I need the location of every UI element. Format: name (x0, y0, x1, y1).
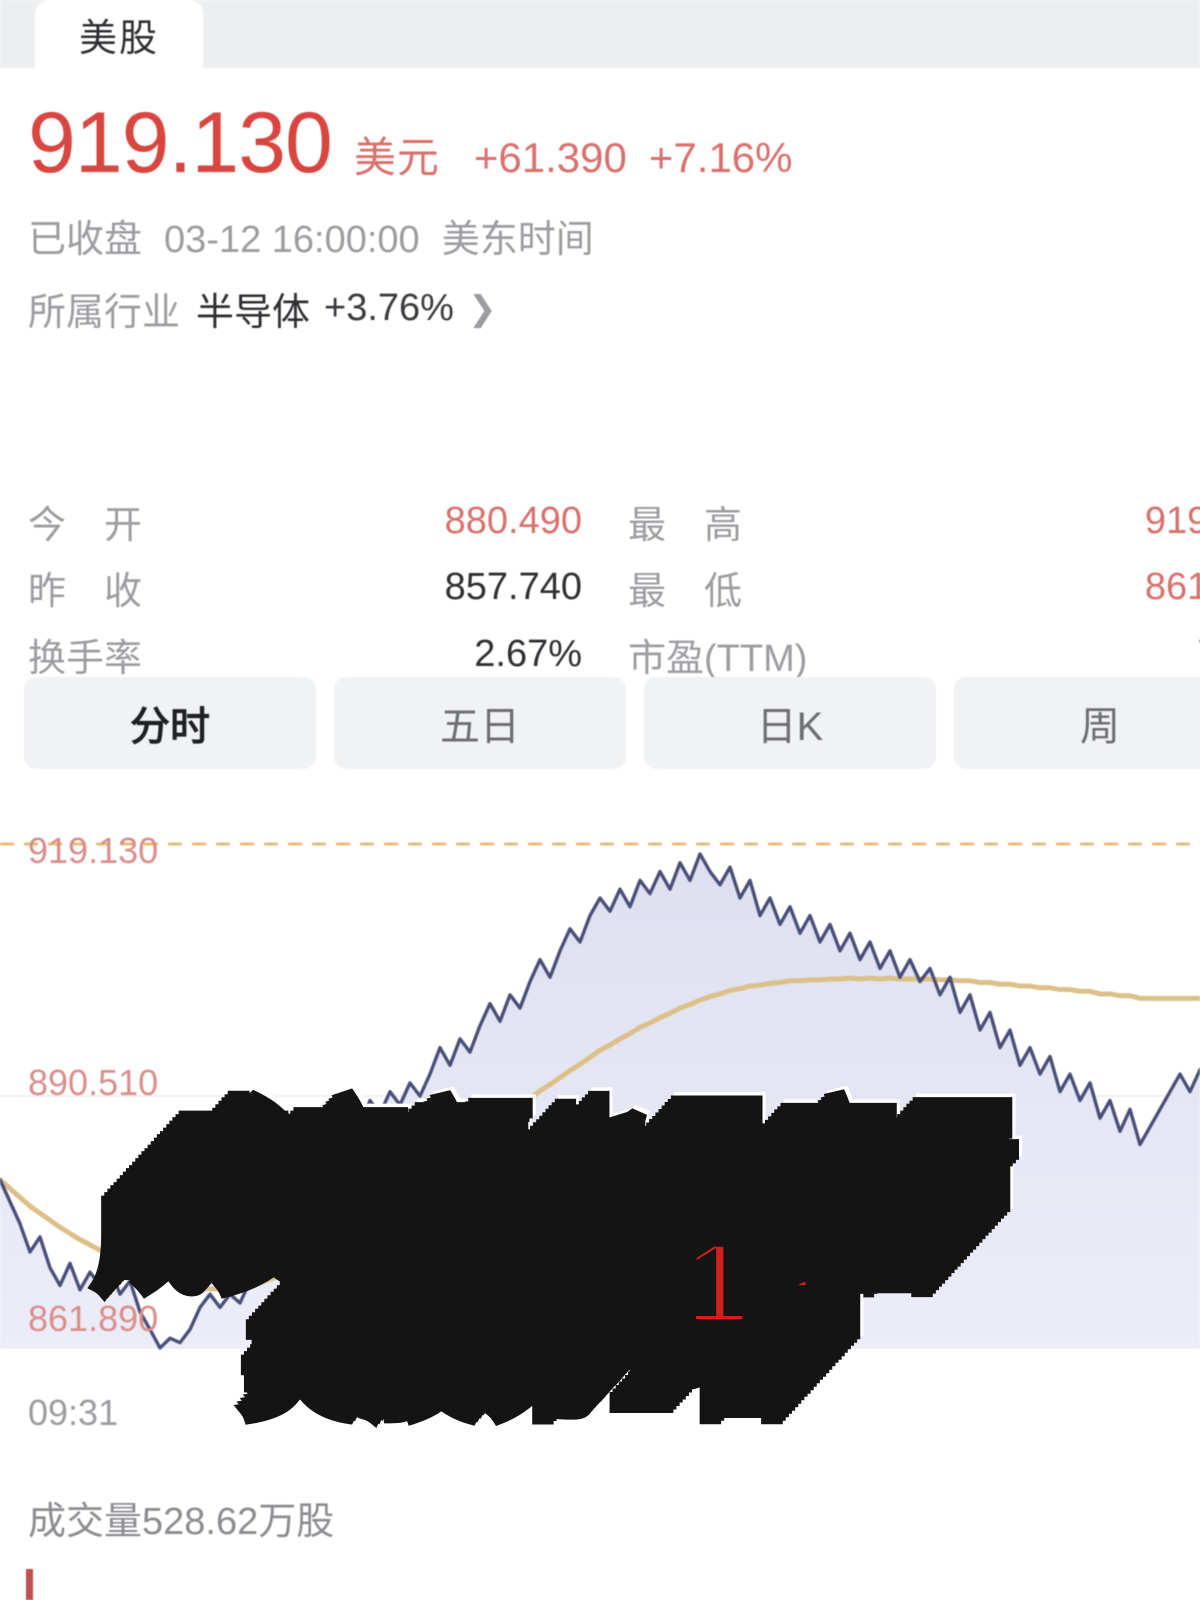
price-change-percent: +7.16% (648, 134, 793, 181)
period-selector: 分时 五日 日K 周 (0, 665, 1200, 780)
stat-prev-close-value: 857.740 (444, 566, 582, 609)
stat-high-key: 最 高 (628, 504, 743, 547)
stat-high-value: 919.0 (1144, 499, 1200, 542)
price-area-fill (0, 853, 1200, 1348)
stat-high: 最 高 919.0 (600, 488, 1200, 555)
intraday-chart[interactable]: 919.130 890.510 861.890 09:31 成交量528.62万… (0, 800, 1200, 1600)
stat-low: 最 低 861.5 (600, 555, 1200, 622)
sector-row[interactable]: 所属行业 半导体 +3.76% ❯ (0, 263, 1200, 336)
stat-pe-ttm-key: 市盈(TTM) (628, 638, 808, 681)
stat-turnover-rate-key: 换手率 (28, 638, 143, 681)
volume-bar (26, 1569, 33, 1600)
stat-prev-close: 昨 收 857.740 (0, 555, 600, 622)
stat-low-value: 861.5 (1144, 566, 1200, 609)
volume-caption: 成交量528.62万股 (28, 1501, 335, 1543)
stat-open-value: 880.490 (444, 499, 582, 542)
sector-label: 所属行业 (28, 292, 181, 334)
market-status: 已收盘 (28, 219, 143, 261)
axis-label-time: 09:31 (28, 1392, 119, 1433)
market-status-row: 已收盘 03-12 16:00:00 美东时间 (0, 186, 1200, 263)
stat-pe-ttm-value: 77 (1198, 633, 1200, 676)
period-tab-intraday-label: 分时 (130, 704, 210, 749)
stat-pe-ttm: 市盈(TTM) 77 (600, 621, 1200, 688)
tab-us-stocks-label: 美股 (78, 17, 159, 60)
quote-timezone: 美东时间 (441, 219, 594, 261)
tab-us-stocks[interactable]: 美股 (35, 0, 203, 68)
market-tab-strip: 美股 (0, 0, 1200, 68)
quote-timestamp: 03-12 16:00:00 (164, 219, 420, 261)
sector-name: 半导体 (196, 292, 311, 334)
period-tab-intraday[interactable]: 分时 (24, 676, 316, 769)
stat-turnover-rate: 换手率 2.67% (0, 621, 600, 688)
stat-open: 今 开 880.490 (0, 488, 600, 555)
stat-low-key: 最 低 (628, 571, 743, 614)
price-change: +61.390 (473, 134, 627, 181)
quote-stats-grid: 今 开 880.490 最 高 919.0 昨 收 857.740 最 低 86… (0, 488, 1200, 688)
average-price-line (0, 975, 1200, 1292)
axis-label-low: 861.890 (28, 1298, 159, 1339)
quote-header: 919.130 美元 +61.390 +7.16% 已收盘 03-12 16:0… (0, 68, 1200, 336)
stat-turnover-rate-value: 2.67% (474, 633, 582, 676)
volume-bars (26, 1569, 33, 1600)
period-tab-five-day[interactable]: 五日 (334, 676, 626, 769)
price-row: 919.130 美元 +61.390 +7.16% (0, 68, 1200, 186)
period-tab-daily-k-label: 日K (756, 704, 824, 749)
chevron-right-icon: ❯ (467, 289, 497, 328)
stat-open-key: 今 开 (28, 504, 143, 547)
axis-label-mid: 890.510 (28, 1062, 159, 1103)
current-price: 919.130 (28, 95, 333, 191)
price-line (0, 852, 1200, 1350)
period-tab-daily-k[interactable]: 日K (644, 676, 936, 769)
period-tab-weekly[interactable]: 周 (954, 676, 1200, 769)
period-tab-weekly-label: 周 (1080, 704, 1120, 749)
intraday-chart-canvas (0, 842, 1200, 1600)
currency-unit: 美元 (353, 134, 440, 181)
sector-change: +3.76% (324, 287, 454, 329)
period-tab-five-day-label: 五日 (440, 704, 520, 749)
stat-prev-close-key: 昨 收 (28, 571, 143, 614)
axis-label-high: 919.130 (28, 830, 159, 871)
